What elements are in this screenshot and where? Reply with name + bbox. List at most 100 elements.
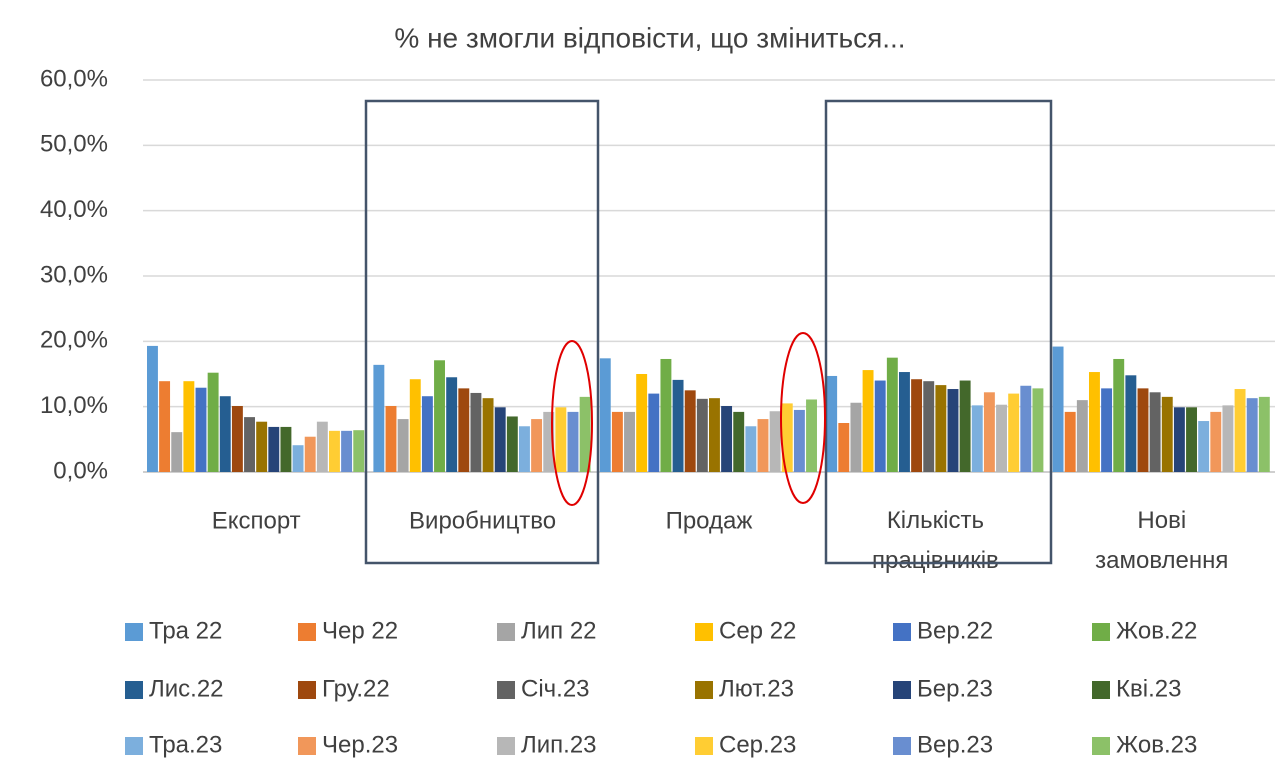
bar — [721, 406, 733, 472]
bar — [672, 379, 684, 472]
bar — [567, 411, 579, 472]
bar — [268, 426, 280, 472]
bar — [850, 402, 862, 472]
bar — [409, 379, 421, 472]
bar — [341, 430, 353, 472]
bar — [256, 421, 268, 472]
bar — [1125, 375, 1137, 472]
legend-label: Січ.23 — [521, 675, 590, 702]
legend-label: Лют.23 — [719, 675, 794, 702]
bar — [183, 381, 195, 472]
bar — [862, 370, 874, 472]
bar — [579, 396, 591, 472]
bar — [1186, 407, 1197, 472]
bar — [874, 380, 886, 472]
bar — [1173, 407, 1185, 472]
bar — [1101, 388, 1113, 472]
highlight-box — [824, 99, 1053, 565]
bar — [826, 375, 838, 472]
bar — [1234, 389, 1246, 472]
bar — [244, 417, 255, 472]
legend-label: Жов.22 — [1116, 617, 1197, 644]
bar — [171, 432, 183, 472]
legend-swatch — [893, 623, 911, 641]
bar — [434, 360, 445, 472]
bar — [745, 426, 757, 472]
bar — [1222, 405, 1234, 472]
legend-label: Вер.23 — [917, 731, 993, 758]
bar — [1113, 358, 1125, 472]
legend-label: Жов.23 — [1116, 731, 1197, 758]
bar — [1161, 396, 1173, 472]
bar — [886, 357, 898, 472]
legend-swatch — [497, 681, 515, 699]
bar — [1210, 411, 1222, 472]
bar — [911, 379, 923, 472]
legend-label: Вер.22 — [917, 617, 993, 644]
bar — [421, 396, 433, 472]
bar — [1064, 411, 1076, 472]
bar — [636, 374, 648, 472]
bar — [1020, 385, 1032, 472]
legend-swatch — [893, 681, 911, 699]
bar — [684, 390, 696, 472]
bar — [781, 403, 793, 472]
plot: 0,0% 10,0% 20,0% 30,0% 40,0% 50,0% 60,0% Експор… — [40, 65, 1275, 758]
legend-label: Лис.22 — [149, 675, 224, 702]
legend-label: Чер.23 — [322, 731, 398, 758]
x-tick-label: Кількість працівників — [872, 507, 999, 574]
bar — [947, 389, 959, 472]
bar — [935, 385, 947, 472]
bar — [1052, 346, 1064, 472]
bar — [648, 393, 660, 472]
legend-label: Кві.23 — [1116, 675, 1181, 702]
bar — [899, 372, 910, 472]
bar — [660, 358, 672, 472]
y-tick-label: 50,0% — [40, 131, 108, 158]
legend-swatch — [125, 623, 143, 641]
y-tick-label: 10,0% — [40, 392, 108, 419]
legend-swatch — [497, 623, 515, 641]
bar — [1246, 398, 1258, 472]
bar — [1076, 400, 1088, 472]
x-tick-label: Продаж — [666, 507, 753, 534]
bar — [219, 396, 231, 472]
bar — [1198, 421, 1210, 472]
bar — [959, 380, 971, 472]
legend-swatch — [1092, 737, 1110, 755]
legend-swatch — [298, 623, 316, 641]
bar — [373, 364, 385, 472]
bar — [1137, 388, 1149, 472]
bar — [292, 445, 304, 472]
bar — [304, 436, 316, 472]
y-tick-label: 60,0% — [40, 65, 108, 92]
bar — [231, 406, 243, 472]
highlight-ellipse — [551, 340, 593, 506]
bar — [709, 398, 720, 472]
legend-swatch — [695, 623, 713, 641]
bar — [696, 398, 708, 472]
bar — [385, 406, 397, 472]
legend-swatch — [125, 681, 143, 699]
bar — [624, 411, 635, 472]
legend-label: Лип.23 — [521, 731, 597, 758]
bar — [207, 372, 219, 472]
bar — [555, 407, 567, 472]
bar — [159, 381, 171, 472]
legend-swatch — [497, 737, 515, 755]
bar — [316, 421, 328, 472]
bar — [147, 345, 158, 472]
bar — [458, 388, 470, 472]
legend-swatch — [1092, 681, 1110, 699]
bar — [806, 399, 817, 472]
x-tick-label: Експорт — [212, 507, 301, 534]
bar — [1032, 388, 1044, 472]
bar — [519, 426, 530, 472]
bar — [733, 411, 745, 472]
bar — [397, 419, 409, 472]
bar — [793, 409, 805, 472]
legend-label: Тра.23 — [149, 731, 222, 758]
bar — [599, 358, 611, 472]
legend-label: Гру.22 — [322, 675, 390, 702]
